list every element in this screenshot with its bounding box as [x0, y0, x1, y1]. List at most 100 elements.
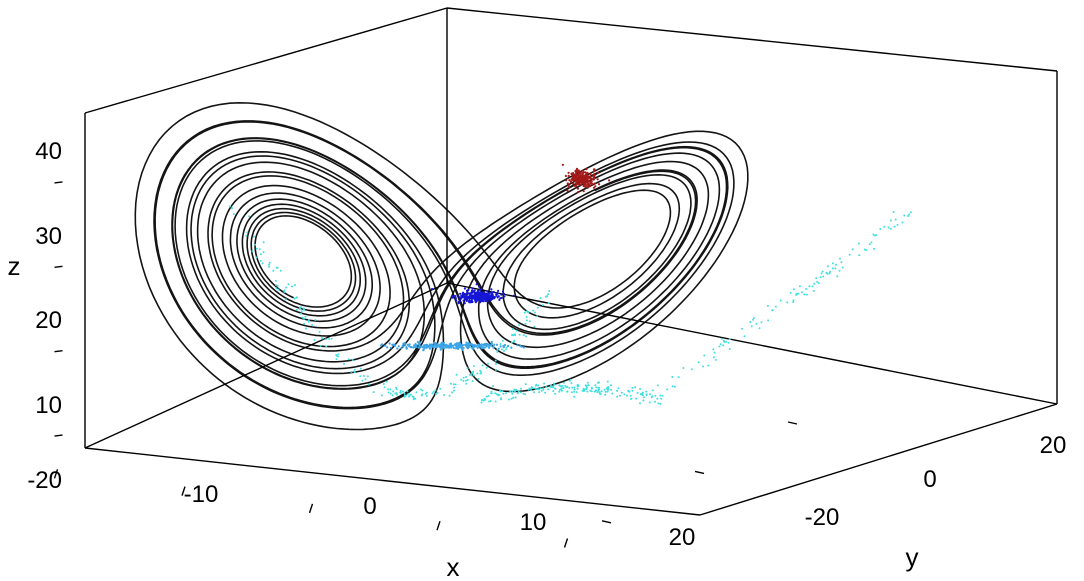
- cloud-point: [539, 387, 542, 390]
- cloud-point: [499, 398, 502, 401]
- cloud-point: [766, 304, 769, 307]
- cloud-point: [596, 391, 599, 394]
- cloud-point: [811, 285, 814, 288]
- z-axis-label: z: [8, 251, 21, 281]
- cloud-point: [492, 385, 495, 387]
- cloud-point: [307, 319, 310, 322]
- cloud-point: [502, 346, 505, 349]
- cloud-point: [406, 390, 409, 393]
- cloud-point: [513, 339, 516, 342]
- cloud-point: [460, 378, 463, 381]
- cloud-point: [568, 186, 571, 189]
- cloud-point: [412, 395, 415, 398]
- cloud-point: [525, 335, 527, 338]
- cloud-point: [295, 296, 298, 299]
- cloud-point: [477, 294, 480, 297]
- cloud-point: [475, 296, 478, 299]
- cloud-point: [573, 386, 576, 389]
- cloud-point: [470, 374, 473, 377]
- cloud-point: [834, 263, 837, 266]
- cloud-point: [641, 394, 644, 397]
- cloud-point: [858, 254, 861, 257]
- cloud-point: [485, 342, 488, 345]
- cloud-point: [400, 347, 403, 350]
- cloud-point: [578, 183, 581, 186]
- cloud-point: [831, 262, 834, 265]
- cloud-point: [589, 172, 592, 176]
- cloud-point: [500, 296, 503, 299]
- cloud-point: [461, 295, 465, 298]
- cloud-point: [441, 345, 445, 348]
- cloud-point: [576, 387, 579, 390]
- cloud-point: [457, 347, 460, 350]
- cloud-point: [572, 172, 575, 175]
- cloud-point: [454, 347, 457, 350]
- box-edge-x-axis: [84, 447, 701, 516]
- cloud-point: [718, 345, 721, 348]
- cloud-point: [480, 399, 483, 402]
- cloud-point: [534, 311, 536, 314]
- cloud-point: [509, 390, 512, 393]
- cloud-point: [812, 289, 815, 292]
- z-tick-mark-20: [54, 350, 63, 353]
- z-tick-label-20: 20: [35, 307, 62, 334]
- cloud-point: [401, 390, 404, 393]
- cloud-point: [903, 214, 906, 217]
- cloud-point: [479, 297, 482, 300]
- cloud-point: [466, 295, 469, 298]
- cloud-point: [493, 343, 496, 346]
- cloud-point: [539, 297, 542, 299]
- cloud-point: [752, 317, 755, 319]
- cloud-point: [789, 291, 792, 294]
- cloud-point: [300, 306, 303, 309]
- cloud-point: [673, 385, 676, 388]
- cloud-point: [463, 302, 466, 305]
- cloud-point: [274, 279, 277, 282]
- cloud-point: [868, 243, 871, 246]
- attractor-trajectory: [134, 101, 749, 431]
- cloud-point: [380, 394, 383, 397]
- x-axis-label: x: [447, 552, 460, 581]
- cloud-point: [808, 285, 811, 288]
- cloud-point: [530, 389, 533, 392]
- cloud-point: [425, 343, 428, 347]
- cloud-point: [586, 381, 589, 384]
- cloud-point: [353, 371, 356, 374]
- cloud-point: [648, 401, 651, 404]
- cloud-point: [544, 391, 547, 394]
- cloud-point: [392, 390, 395, 393]
- cloud-point: [470, 343, 473, 346]
- cloud-point: [713, 351, 716, 354]
- cloud-point: [592, 178, 595, 181]
- cloud-point: [511, 390, 514, 393]
- cloud-point: [498, 298, 501, 301]
- cloud-point: [361, 379, 364, 382]
- cloud-point: [570, 391, 573, 394]
- cloud-point: [427, 345, 430, 348]
- cloud-point: [515, 388, 518, 391]
- cloud-point: [893, 225, 896, 228]
- cloud-point: [405, 347, 408, 350]
- cloud-point: [468, 296, 471, 299]
- cloud-point: [431, 392, 434, 395]
- cloud-point: [412, 346, 415, 349]
- cloud-point: [829, 270, 831, 273]
- cloud-point: [579, 178, 582, 181]
- cloud-point: [582, 190, 585, 193]
- cloud-point: [262, 251, 265, 254]
- cloud-point: [305, 327, 307, 330]
- cloud-point: [395, 386, 397, 389]
- cloud-point: [472, 374, 475, 377]
- cloud-point: [499, 343, 502, 346]
- cloud-point: [514, 390, 516, 393]
- cloud-point: [336, 355, 339, 358]
- cloud-point: [518, 333, 521, 336]
- cloud-point: [410, 393, 412, 396]
- cloud-point: [414, 346, 417, 349]
- cloud-point: [425, 391, 428, 394]
- cloud-point: [564, 174, 568, 178]
- cloud-point: [261, 262, 264, 265]
- cloud-point: [454, 297, 457, 300]
- cloud-point: [462, 379, 465, 382]
- cloud-3aa5e8: [379, 340, 525, 352]
